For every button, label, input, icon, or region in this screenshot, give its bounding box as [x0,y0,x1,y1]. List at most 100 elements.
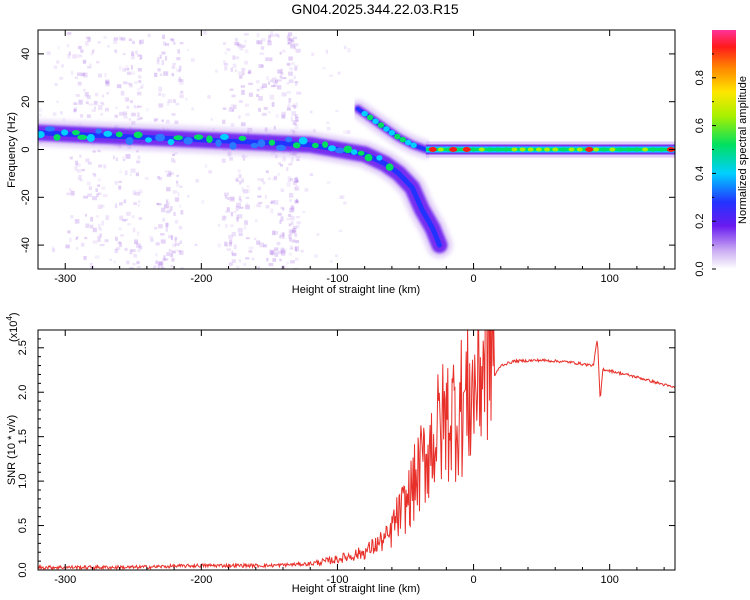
noise-speckle [245,196,250,199]
noise-speckle [256,32,260,38]
noise-speckle [275,113,280,118]
noise-speckle [268,262,274,267]
noise-speckle [101,186,106,190]
noise-speckle [101,94,105,98]
noise-speckle [222,42,227,45]
noise-speckle [291,104,296,108]
noise-speckle [270,208,274,214]
noise-speckle [135,50,138,55]
noise-speckle [294,233,298,238]
noise-speckle [137,67,142,72]
noise-speckle [258,96,263,101]
noise-speckle [131,215,135,219]
noise-speckle [97,149,101,153]
noise-speckle [274,154,278,159]
noise-speckle [66,192,71,196]
noise-speckle [101,102,105,106]
noise-speckle [139,116,144,120]
ridge-blob [229,142,237,150]
noise-speckle [237,227,243,233]
noise-speckle [165,222,170,227]
noise-speckle [79,179,83,182]
noise-speckle [150,238,154,242]
noise-speckle [161,119,164,122]
noise-speckle [288,229,293,234]
noise-speckle [138,75,142,79]
noise-speckle [208,170,212,174]
noise-speckle [280,248,286,254]
noise-speckle [131,120,136,125]
noise-speckle [269,30,274,35]
noise-speckle [79,114,84,118]
noise-speckle [166,187,171,192]
noise-speckle [228,241,233,247]
noise-speckle [99,101,104,104]
noise-speckle [155,242,160,246]
noise-speckle [130,64,134,70]
noise-speckle [288,79,294,84]
noise-speckle [257,195,262,198]
noise-speckle [171,258,175,262]
noise-speckle [257,178,261,181]
noise-speckle [241,44,246,48]
noise-speckle [112,155,116,160]
ridge-blob [183,137,193,145]
noise-speckle [154,72,158,77]
noise-speckle [65,244,70,249]
noise-speckle [164,56,168,61]
y-tick-label: 1.0 [17,473,29,488]
noise-speckle [178,76,181,80]
ridge-blob [593,147,600,152]
noise-speckle [138,80,142,83]
noise-speckle [279,219,282,224]
noise-speckle [270,250,274,255]
noise-speckle [136,150,139,153]
noise-speckle [291,156,295,162]
noise-speckle [237,43,242,49]
noise-speckle [279,51,282,55]
noise-speckle [106,92,109,95]
noise-speckle [275,79,279,84]
ridge-blob [361,110,368,117]
noise-speckle [119,242,122,247]
noise-speckle [159,54,162,60]
noise-speckle [119,202,123,206]
ridge-blob [383,126,390,132]
noise-speckle [229,239,233,245]
noise-speckle [160,207,166,213]
noise-speckle [265,57,270,62]
noise-speckle [244,220,248,225]
ridge-blob [173,135,183,141]
colorbar: 0.0 0.2 0.4 0.6 0.8 Normalized spectral ampl… [694,30,749,277]
noise-speckle [125,218,128,221]
noise-speckle [67,32,72,35]
x-tick-label: -100 [326,273,348,285]
ridge-blob [372,118,379,125]
noise-speckle [105,79,110,85]
noise-speckle [289,67,293,71]
noise-speckle [153,118,157,122]
noise-speckle [163,255,166,259]
noise-speckle [248,70,251,74]
noise-speckle [287,105,291,110]
noise-speckle [269,34,275,38]
noise-speckle [98,105,103,111]
ridge-blob [103,130,113,137]
noise-speckle [228,107,233,112]
noise-speckle [113,39,118,45]
noise-speckles [38,30,351,269]
noise-speckle [295,249,300,252]
ridge-blob [544,147,551,152]
noise-speckle [173,41,176,45]
y-tick-label: -20 [20,189,32,205]
snr-frame [37,329,676,571]
noise-speckle [166,209,172,213]
ridge-blob [193,134,204,140]
noise-speckle [97,237,101,242]
noise-speckle [137,105,142,108]
noise-speckle [204,164,208,168]
noise-speckle [255,219,258,222]
ridge-blob [399,136,406,143]
x-tick-label: 0 [470,574,476,586]
